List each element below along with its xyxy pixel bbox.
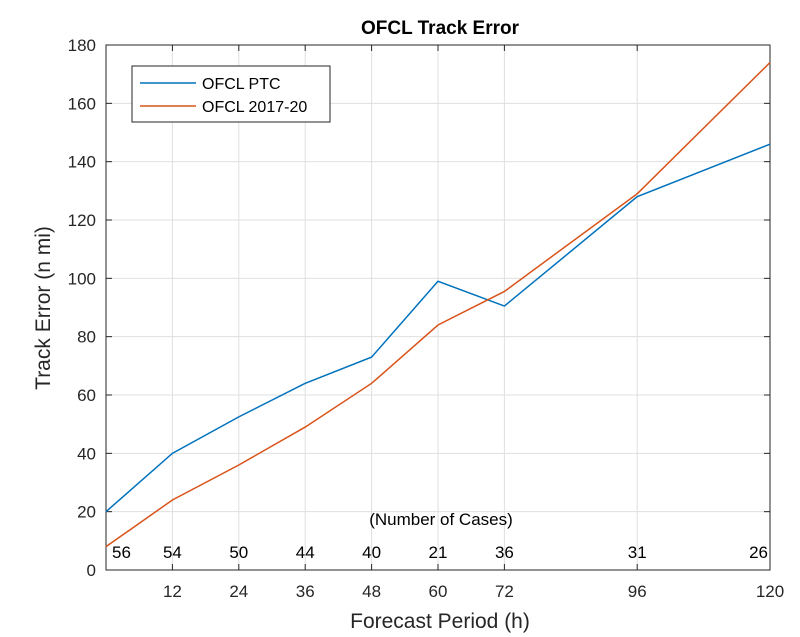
x-tick-label: 120 <box>756 582 784 601</box>
y-tick-label: 60 <box>77 386 96 405</box>
case-count-label: 21 <box>429 543 448 562</box>
number-of-cases-label: (Number of Cases) <box>369 510 513 529</box>
y-tick-label: 180 <box>68 36 96 55</box>
case-count-label: 31 <box>628 543 647 562</box>
grid-lines <box>106 44 771 571</box>
case-count-annotations: 56 54 50 44 40 21 36 31 26 <box>112 543 768 562</box>
x-axis-title: Forecast Period (h) <box>350 610 530 633</box>
case-count-label: 54 <box>163 543 182 562</box>
case-count-label: 56 <box>112 543 131 562</box>
x-tick-label: 48 <box>362 582 381 601</box>
x-tick-label: 12 <box>163 582 182 601</box>
case-count-label: 36 <box>495 543 514 562</box>
y-tick-label: 80 <box>77 328 96 347</box>
y-tick-label: 120 <box>68 211 96 230</box>
series-line-ofcl-ptc <box>105 143 771 513</box>
case-count-label: 50 <box>229 543 248 562</box>
x-tick-label: 36 <box>296 582 315 601</box>
series-lines <box>105 61 771 548</box>
y-tick-label: 20 <box>77 503 96 522</box>
series-line-ofcl-2017-20 <box>105 61 771 548</box>
legend-label-ofcl-ptc: OFCL PTC <box>202 76 281 93</box>
y-axis-title: Track Error (n mi) <box>32 226 55 390</box>
x-tick-label: 60 <box>429 582 448 601</box>
legend-label-ofcl-2017-20: OFCL 2017-20 <box>202 99 307 116</box>
y-tick-label: 100 <box>68 269 96 288</box>
x-tick-label: 96 <box>628 582 647 601</box>
y-tick-label: 160 <box>68 94 96 113</box>
y-tick-label: 140 <box>68 153 96 172</box>
y-tick-label: 40 <box>77 444 96 463</box>
y-axis-ticks: 0 20 40 60 80 100 120 140 160 180 <box>68 36 770 580</box>
case-count-label: 44 <box>296 543 315 562</box>
case-count-label: 40 <box>362 543 381 562</box>
x-tick-label: 24 <box>229 582 248 601</box>
x-axis-ticks: 12 24 36 48 60 72 96 120 <box>163 45 784 601</box>
case-count-label: 26 <box>749 543 768 562</box>
legend: OFCL PTC OFCL 2017-20 <box>131 65 331 123</box>
y-tick-label: 0 <box>87 561 96 580</box>
chart-title: OFCL Track Error <box>361 18 520 39</box>
legend-box <box>131 65 331 123</box>
x-tick-label: 72 <box>495 582 514 601</box>
